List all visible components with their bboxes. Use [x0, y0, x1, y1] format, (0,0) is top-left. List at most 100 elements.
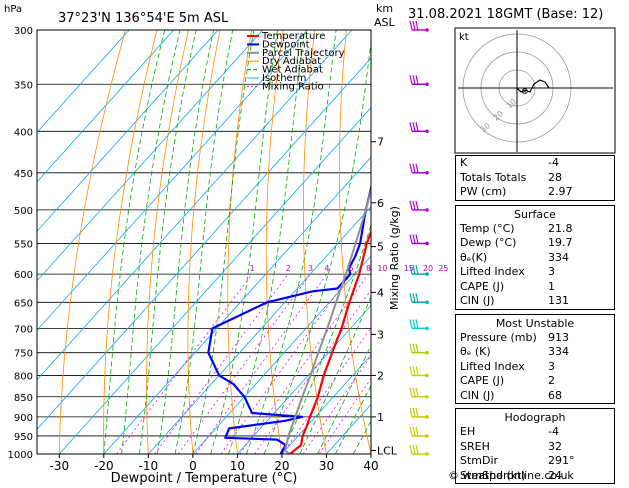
x-tick-label: -20: [94, 459, 114, 473]
wind-barb-flag: [415, 343, 419, 353]
wind-barb-flag: [412, 426, 416, 437]
dry-adiabat-line: [58, 30, 126, 454]
isotherm-line: [103, 156, 371, 454]
wind-barb: [409, 426, 429, 438]
index-value: 2.97: [548, 185, 573, 198]
index-value: 19.7: [548, 236, 573, 249]
hodograph-box: Hodograph EH -4 SREH 32 StmDir 291° StmSpd …: [455, 408, 615, 484]
dry-adiabat-line: [146, 30, 189, 454]
wet-adiabat-line: [139, 30, 197, 454]
wind-barb-dot: [425, 129, 429, 134]
isotherm-line: [37, 30, 174, 183]
mixing-ratio-label: 3: [308, 264, 313, 273]
hpa-label: hPa: [4, 4, 22, 15]
index-label: PW (cm): [460, 185, 507, 198]
hodograph-storm-marker: ⊗: [521, 87, 529, 97]
x-tick-label: 20: [274, 459, 289, 473]
index-value: 3: [548, 359, 555, 373]
altitude-tick-labels: 7 6 5 4 3 2 1 LCL: [371, 136, 398, 458]
index-value: 3: [548, 265, 555, 278]
pressure-tick-label: 950: [14, 432, 33, 443]
index-label: Pressure (mb): [460, 330, 537, 344]
wet-adiabat-line: [263, 38, 371, 454]
pressure-tick-label: 600: [14, 270, 33, 281]
index-label: Dewp (°C): [460, 236, 517, 249]
profile-line-temperature: [289, 228, 371, 454]
pressure-tick-label: 300: [14, 26, 33, 37]
wind-barb-flag: [412, 75, 416, 85]
pressure-tick-label: 650: [14, 298, 33, 309]
mixing-ratio-line: [239, 273, 369, 454]
legend-label: Dewpoint: [262, 39, 310, 50]
km-label: km: [376, 2, 393, 15]
wind-barb-flag: [409, 293, 413, 303]
isotherm-line: [148, 205, 371, 454]
wind-barb: [409, 200, 429, 212]
wind-barb: [409, 319, 429, 331]
wind-barb-flag: [409, 407, 413, 418]
wind-barb-flag: [412, 234, 416, 244]
wind-barb-flag: [415, 75, 419, 85]
km-tick-label: 1: [377, 411, 384, 424]
mixing-ratio-label: 4: [324, 264, 329, 273]
km-tick-label: 4: [377, 286, 384, 299]
x-tick-label: 40: [363, 459, 378, 473]
index-label: SREH: [460, 439, 490, 453]
wet-adiabat-line: [210, 30, 278, 454]
index-value: -4: [548, 156, 559, 169]
wind-barb-flag: [409, 444, 413, 455]
wind-barb-flag: [409, 234, 413, 244]
indices-panel: K -4 Totals Totals 28 PW (cm) 2.97 Surface …: [455, 155, 615, 488]
mixing-ratio-line: [195, 273, 328, 454]
isotherm-line: [192, 255, 371, 454]
mixing-ratio-line: [154, 273, 289, 454]
mixing-ratio-line: [220, 273, 352, 454]
most-unstable-box: Most Unstable Pressure (mb) 913 θₑ (K) 334…: [455, 313, 615, 404]
mixing-ratio-line: [116, 273, 253, 454]
wet-adiabat-line: [317, 344, 371, 454]
x-axis-title: Dewpoint / Temperature (°C): [111, 471, 298, 486]
index-row: StmSpd (kt) 24: [456, 469, 614, 484]
pressure-tick-label: 800: [14, 371, 33, 382]
mixing-ratio-label: 20: [423, 264, 433, 273]
skewt-plot-area: 3003504004505005506006507007508008509009…: [8, 26, 449, 473]
indices-top-box: K -4 Totals Totals 28 PW (cm) 2.97: [455, 155, 615, 201]
wind-barb-dot: [425, 241, 429, 246]
wind-barb-flag: [412, 387, 416, 397]
wet-adiabat-line: [174, 30, 234, 454]
wet-adiabat-line: [192, 30, 255, 454]
plot-frame: [36, 29, 372, 455]
wind-barb-flag: [412, 444, 416, 455]
pressure-tick-label: 450: [14, 169, 33, 180]
km-tick-label: 2: [377, 369, 384, 382]
profile-lines: [207, 183, 371, 454]
mixing-ratio-line: [302, 355, 371, 454]
index-label: CAPE (J): [460, 374, 505, 387]
location-label: 37°23'N 136°54'E 5m ASL: [58, 11, 229, 26]
index-label: CIN (J): [460, 388, 495, 402]
wind-barb-flag: [409, 75, 413, 85]
mixing-ratio-line: [318, 377, 371, 454]
wind-barb-flag: [415, 264, 419, 275]
dry-adiabat-line: [302, 30, 327, 454]
mixing-ratio-labels: 1 2 3 4 6 8 10 15 20 25: [250, 264, 449, 273]
x-tick-label: 30: [319, 459, 334, 473]
wind-barb: [409, 387, 429, 399]
dry-adiabat-line: [103, 30, 158, 454]
pressure-tick-label: 850: [14, 393, 33, 404]
datetime-label: 31.08.2021 18GMT (Base: 12): [408, 7, 604, 22]
index-row: CIN (J) 131: [456, 294, 614, 309]
wind-barb: [409, 234, 429, 246]
mixing-ratio-label: 6: [348, 264, 353, 273]
x-tick-label: 10: [230, 459, 245, 473]
index-label: Lifted Index: [460, 359, 525, 373]
wind-barb-dot: [425, 326, 429, 331]
km-tick-label: 6: [377, 197, 384, 210]
pressure-tick-label: 350: [14, 80, 33, 91]
wind-barb-dot: [425, 28, 429, 32]
legend-label: Isotherm: [262, 73, 306, 84]
wind-barb-dot: [425, 208, 429, 212]
km-tick-label: LCL: [377, 445, 398, 458]
hodograph-unit-label: kt: [459, 32, 469, 43]
index-label: CIN (J): [460, 294, 495, 307]
